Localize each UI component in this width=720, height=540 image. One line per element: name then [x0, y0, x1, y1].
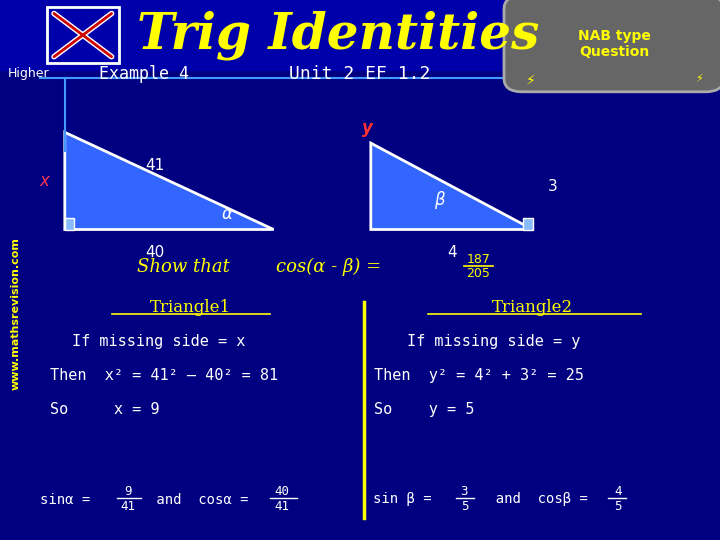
Text: cos(α - β) =: cos(α - β) =: [276, 258, 387, 276]
Text: 41: 41: [275, 500, 289, 513]
Text: 41: 41: [145, 158, 164, 173]
Text: sinα =: sinα =: [40, 492, 98, 507]
Bar: [65, 218, 74, 230]
Bar: [0, 0, 720, 70]
Text: www.mathsrevision.com: www.mathsrevision.com: [11, 237, 21, 390]
Circle shape: [513, 65, 539, 84]
Bar: [47, 7, 119, 63]
Text: 187: 187: [467, 253, 490, 266]
Text: α: α: [221, 205, 233, 224]
Text: Triangle1: Triangle1: [150, 299, 231, 316]
Text: So     x = 9: So x = 9: [50, 402, 160, 417]
Text: 4: 4: [447, 245, 456, 260]
Text: sin β =: sin β =: [373, 492, 440, 507]
Text: If missing side = x: If missing side = x: [72, 334, 246, 349]
Text: and  cosα =: and cosα =: [148, 492, 256, 507]
Circle shape: [667, 67, 693, 86]
Text: Trig Identities: Trig Identities: [138, 10, 539, 60]
Text: Then  x² = 41² – 40² = 81: Then x² = 41² – 40² = 81: [50, 368, 279, 383]
Text: 40: 40: [275, 485, 289, 498]
Text: 9: 9: [125, 485, 132, 498]
Text: β: β: [434, 191, 444, 209]
Text: and  cosβ =: and cosβ =: [479, 492, 596, 507]
Text: Example 4: Example 4: [99, 65, 189, 83]
Text: Higher: Higher: [8, 68, 50, 80]
Text: ⚡: ⚡: [695, 74, 703, 84]
Text: x: x: [40, 172, 50, 190]
Text: 40: 40: [145, 245, 164, 260]
Text: 4: 4: [614, 485, 621, 498]
Text: 3: 3: [547, 179, 557, 194]
Text: Then  y² = 4² + 3² = 25: Then y² = 4² + 3² = 25: [374, 368, 584, 383]
Circle shape: [689, 65, 711, 81]
Polygon shape: [371, 143, 533, 230]
Text: ⚡: ⚡: [526, 75, 536, 89]
Text: 41: 41: [121, 500, 135, 513]
Text: Unit 2 EF 1.2: Unit 2 EF 1.2: [289, 65, 431, 83]
Text: So    y = 5: So y = 5: [374, 402, 474, 417]
Text: 5: 5: [614, 500, 621, 513]
Circle shape: [596, 67, 628, 91]
Circle shape: [528, 66, 559, 90]
Text: 3: 3: [461, 485, 468, 498]
FancyBboxPatch shape: [504, 0, 720, 92]
Bar: [523, 218, 533, 230]
Text: If missing side = y: If missing side = y: [407, 334, 580, 349]
Text: 5: 5: [461, 500, 468, 513]
Text: 205: 205: [467, 267, 490, 280]
Text: y: y: [361, 119, 373, 137]
Text: NAB type
Question: NAB type Question: [577, 29, 651, 59]
Text: Show that: Show that: [138, 258, 230, 276]
Polygon shape: [65, 132, 274, 230]
Text: Triangle2: Triangle2: [492, 299, 573, 316]
